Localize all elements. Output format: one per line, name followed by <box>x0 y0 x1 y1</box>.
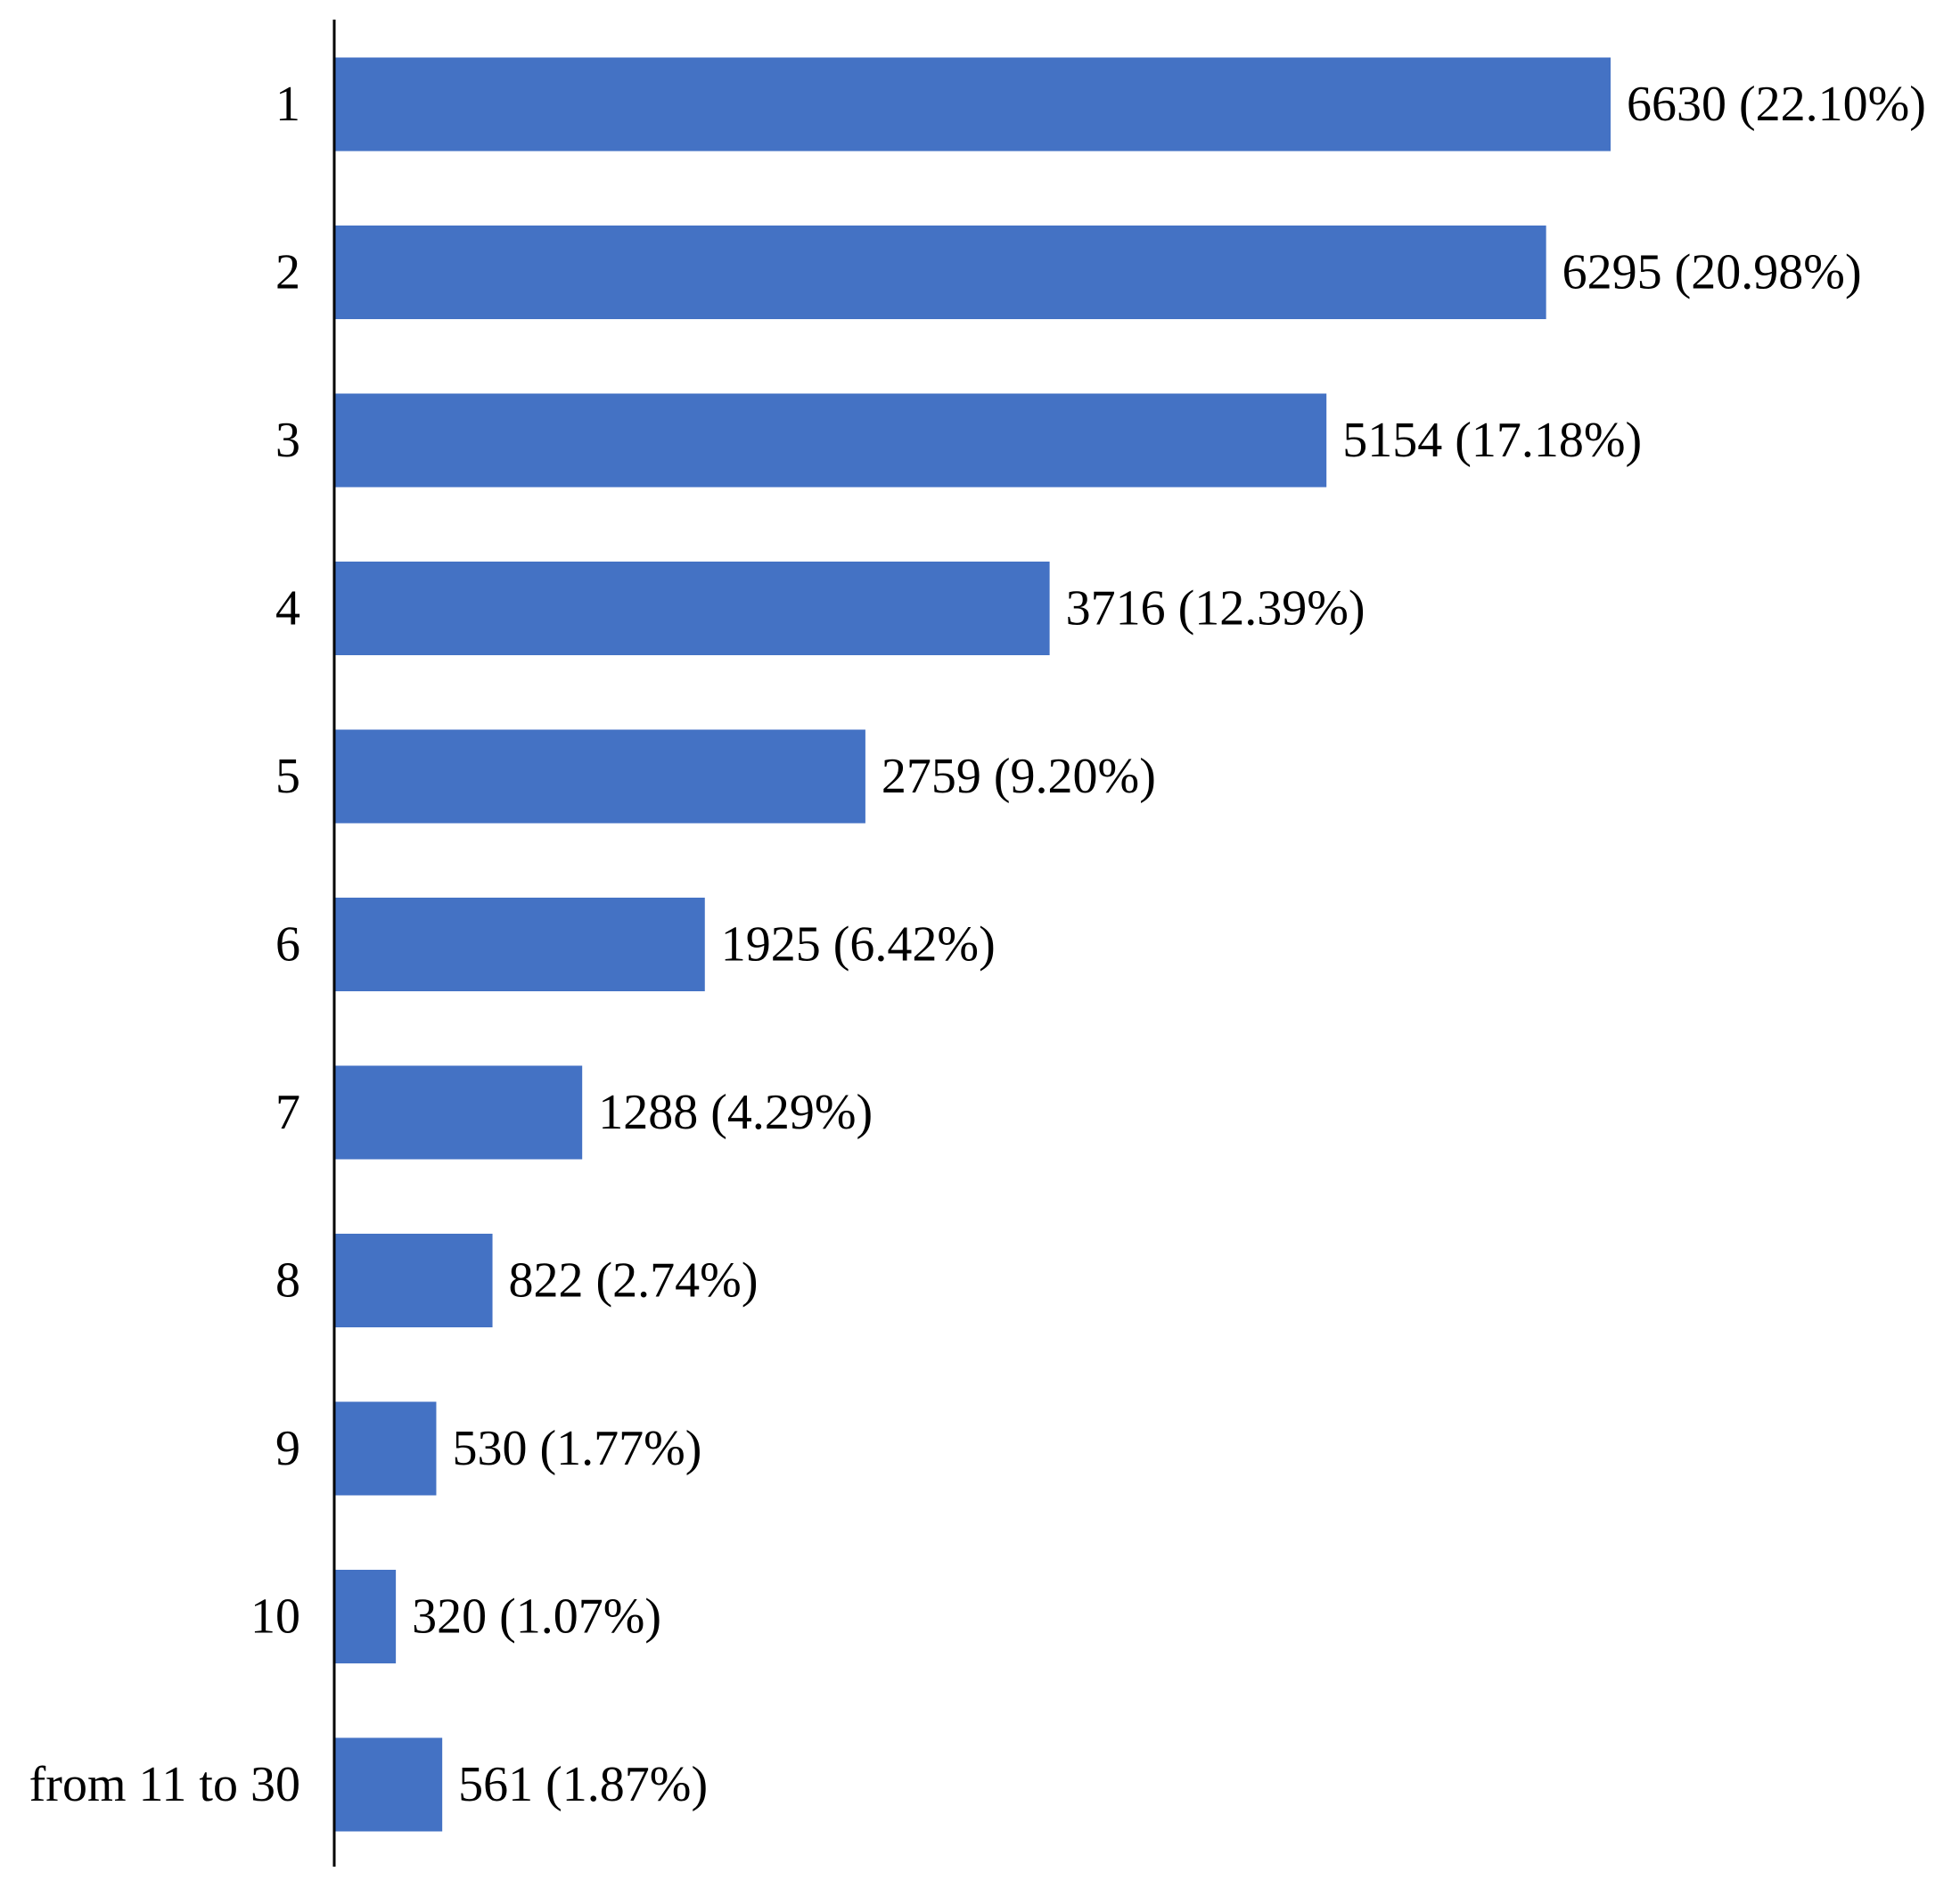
data-label: 2759 (9.20%) <box>882 749 1156 804</box>
bar-9 <box>334 1401 437 1496</box>
data-label: 530 (1.77%) <box>452 1421 701 1476</box>
bar-10 <box>334 1570 397 1663</box>
data-label: 5154 (17.18%) <box>1342 413 1642 468</box>
bar-3 <box>334 393 1327 488</box>
category-label: 9 <box>275 1421 300 1476</box>
category-label: 1 <box>275 77 300 132</box>
category-label: 3 <box>275 413 300 468</box>
category-label: 2 <box>275 245 300 300</box>
category-label: 5 <box>275 749 300 804</box>
data-label: 6630 (22.10%) <box>1627 77 1926 132</box>
data-label: 1288 (4.29%) <box>598 1085 873 1140</box>
category-labels: 1 2 3 4 5 6 7 8 9 10 from 11 to 30 <box>29 77 300 1812</box>
bar-1 <box>334 57 1611 152</box>
data-label: 822 (2.74%) <box>509 1253 759 1309</box>
category-label: 6 <box>275 917 300 973</box>
category-label: 4 <box>275 581 300 636</box>
category-label: 10 <box>250 1589 300 1645</box>
bar-2 <box>334 226 1546 319</box>
data-label: 320 (1.07%) <box>412 1589 661 1645</box>
data-label: 561 (1.87%) <box>458 1757 708 1812</box>
bar-8 <box>334 1234 493 1327</box>
bar-7 <box>334 1065 583 1160</box>
bar-6 <box>334 898 705 991</box>
data-label: 1925 (6.42%) <box>721 917 996 973</box>
category-label: 7 <box>275 1085 300 1140</box>
bars-layer <box>334 57 1611 1832</box>
data-labels: 6630 (22.10%) 6295 (20.98%) 5154 (17.18%) 3… <box>412 77 1926 1812</box>
data-label: 3716 (12.39%) <box>1066 581 1365 636</box>
category-label: 8 <box>275 1253 300 1309</box>
category-label: from 11 to 30 <box>29 1757 300 1812</box>
data-label: 6295 (20.98%) <box>1562 245 1862 300</box>
bar-4 <box>334 562 1050 655</box>
bar-5 <box>334 729 865 824</box>
bar-11 <box>334 1737 443 1832</box>
